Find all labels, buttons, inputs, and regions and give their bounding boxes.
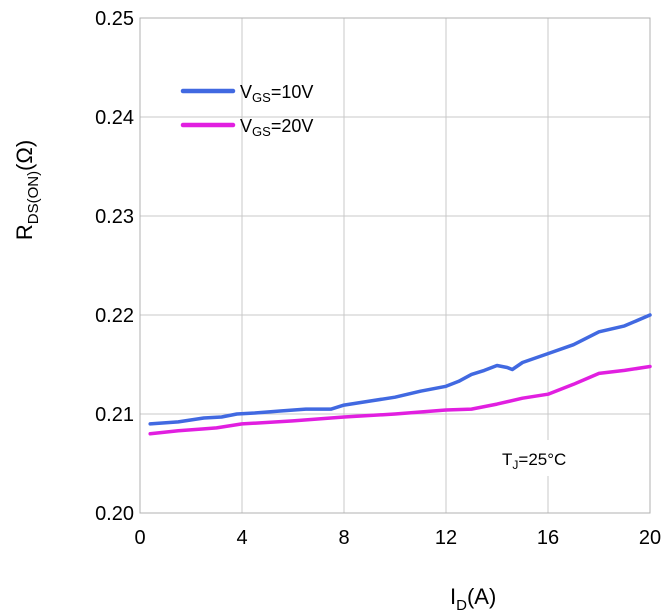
plot-frame xyxy=(139,17,651,514)
y-tick-label: 0.22 xyxy=(95,305,134,327)
y-axis-label: RDS(ON)(Ω) xyxy=(12,140,42,240)
junction-temperature-label: TJ=25°C xyxy=(502,450,566,472)
legend-label: VGS=20V xyxy=(240,116,313,139)
x-axis-label: ID(A) xyxy=(450,584,496,614)
y-tick-label: 0.21 xyxy=(95,404,134,426)
y-tick-label: 0.24 xyxy=(95,107,134,129)
x-tick-label: 0 xyxy=(134,527,145,549)
annotation: TJ=25°C xyxy=(452,440,642,476)
annotation-box xyxy=(452,440,642,476)
plot-area-border xyxy=(139,17,651,514)
y-tick-label: 0.23 xyxy=(95,206,134,228)
x-tick-labels: 0 4 8 12 16 20 xyxy=(134,527,661,549)
x-tick-label: 12 xyxy=(435,527,457,549)
series-line-1 xyxy=(148,313,652,426)
y-tick-labels: 0.20 0.21 0.22 0.23 0.24 0.25 xyxy=(95,8,134,525)
series-line-2 xyxy=(148,364,652,436)
x-tick-label: 16 xyxy=(537,527,559,549)
x-tick-label: 20 xyxy=(639,527,661,549)
legend-label: VGS=10V xyxy=(240,82,313,105)
x-tick-label: 4 xyxy=(236,527,247,549)
legend: VGS=10V VGS=20V xyxy=(180,82,313,139)
x-tick-label: 8 xyxy=(338,527,349,549)
y-tick-label: 0.20 xyxy=(95,503,134,525)
series-lines xyxy=(148,313,652,436)
y-tick-label: 0.25 xyxy=(95,8,134,30)
